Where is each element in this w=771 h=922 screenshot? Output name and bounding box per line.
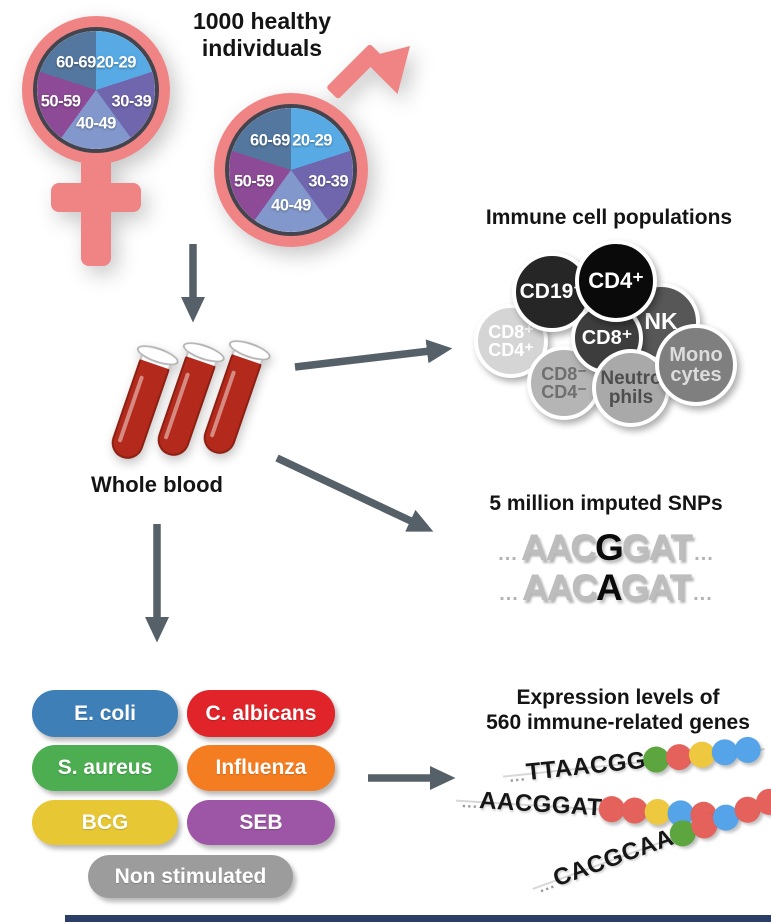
expression-title-line1: Expression levels of — [516, 686, 720, 709]
stimulus-non-stimulated: Non stimulated — [88, 855, 293, 898]
age-group-label: 60-69 — [56, 53, 96, 72]
male-age-pie — [229, 108, 353, 232]
cell-monocytes: Mono cytes — [655, 324, 737, 406]
snp-variant-letter: G — [595, 527, 624, 568]
whole-blood-label: Whole blood — [91, 472, 223, 497]
age-group-label: 30-39 — [111, 92, 152, 111]
male-arrow-stem — [325, 43, 382, 100]
age-group-label: 50-59 — [40, 92, 81, 111]
ellipsis: ... — [461, 794, 479, 812]
gene-sequence: CACGCAA — [549, 823, 678, 893]
expression-dot-row — [665, 785, 771, 851]
snp-sequence-row: ... AACGGAT ... — [454, 527, 758, 568]
ellipsis: ... — [508, 767, 527, 786]
female-cross-horizontal — [51, 183, 141, 212]
stimulus-bcg: BCG — [32, 800, 178, 845]
snp-sequence-row: ... AACAGAT ... — [454, 567, 758, 608]
male-age-pie-wrap: 20-29 30-39 40-49 50-59 60-69 — [225, 104, 357, 236]
female-age-pie — [37, 31, 155, 149]
stimulus-saureus: S. aureus — [32, 745, 178, 791]
arrow-blood-to-cells — [294, 339, 453, 371]
age-group-label: 50-59 — [233, 172, 274, 191]
male-symbol: 20-29 30-39 40-49 50-59 60-69 — [214, 40, 429, 250]
snps-title: 5 million imputed SNPs — [489, 492, 723, 515]
stimulus-calbicans: C. albicans — [187, 690, 335, 737]
snp-sequences: ... AACGGAT ... ... AACAGAT ... — [454, 527, 758, 608]
ellipsis: ... — [498, 542, 518, 565]
age-group-label: 60-69 — [250, 131, 290, 150]
age-group-label: 40-49 — [76, 114, 116, 133]
snp-sequence: AACGGAT — [520, 527, 693, 568]
figure-heading: 1000 healthy individuals — [192, 8, 332, 62]
gene-strand: ... TTAACGG — [503, 734, 765, 790]
arrow-blood-to-snps — [275, 454, 434, 532]
stimulus-seb: SEB — [187, 800, 335, 845]
expression-dot-row — [641, 735, 762, 774]
ellipsis: ... — [694, 542, 714, 565]
expression-dot — [733, 735, 762, 765]
gene-sequence: TTAACGG — [524, 746, 648, 787]
age-group-label: 30-39 — [308, 172, 349, 191]
bottom-crop-bar — [65, 915, 771, 922]
ellipsis: ... — [499, 582, 519, 605]
stimulus-influenza: Influenza — [187, 745, 335, 791]
age-group-label: 20-29 — [96, 53, 136, 72]
female-age-pie-wrap: 20-29 30-39 40-49 50-59 60-69 — [33, 27, 159, 153]
cell-cd4pos: CD4⁺ — [575, 240, 657, 322]
age-group-label: 40-49 — [271, 196, 311, 215]
age-group-label: 20-29 — [292, 131, 332, 150]
expression-title-line2: 560 immune-related genes — [486, 710, 750, 734]
ellipsis: ... — [693, 582, 713, 605]
gene-sequence: AACGGAT — [478, 787, 603, 822]
immune-cells-title: Immune cell populations — [485, 206, 733, 229]
snp-variant-letter: A — [596, 567, 623, 608]
stimulus-ecoli: E. coli — [32, 690, 178, 737]
snp-sequence: AACAGAT — [521, 567, 692, 608]
expression-title: Expression levels of 560 immune-related … — [468, 686, 768, 736]
female-symbol: 20-29 30-39 40-49 50-59 60-69 — [22, 16, 192, 266]
